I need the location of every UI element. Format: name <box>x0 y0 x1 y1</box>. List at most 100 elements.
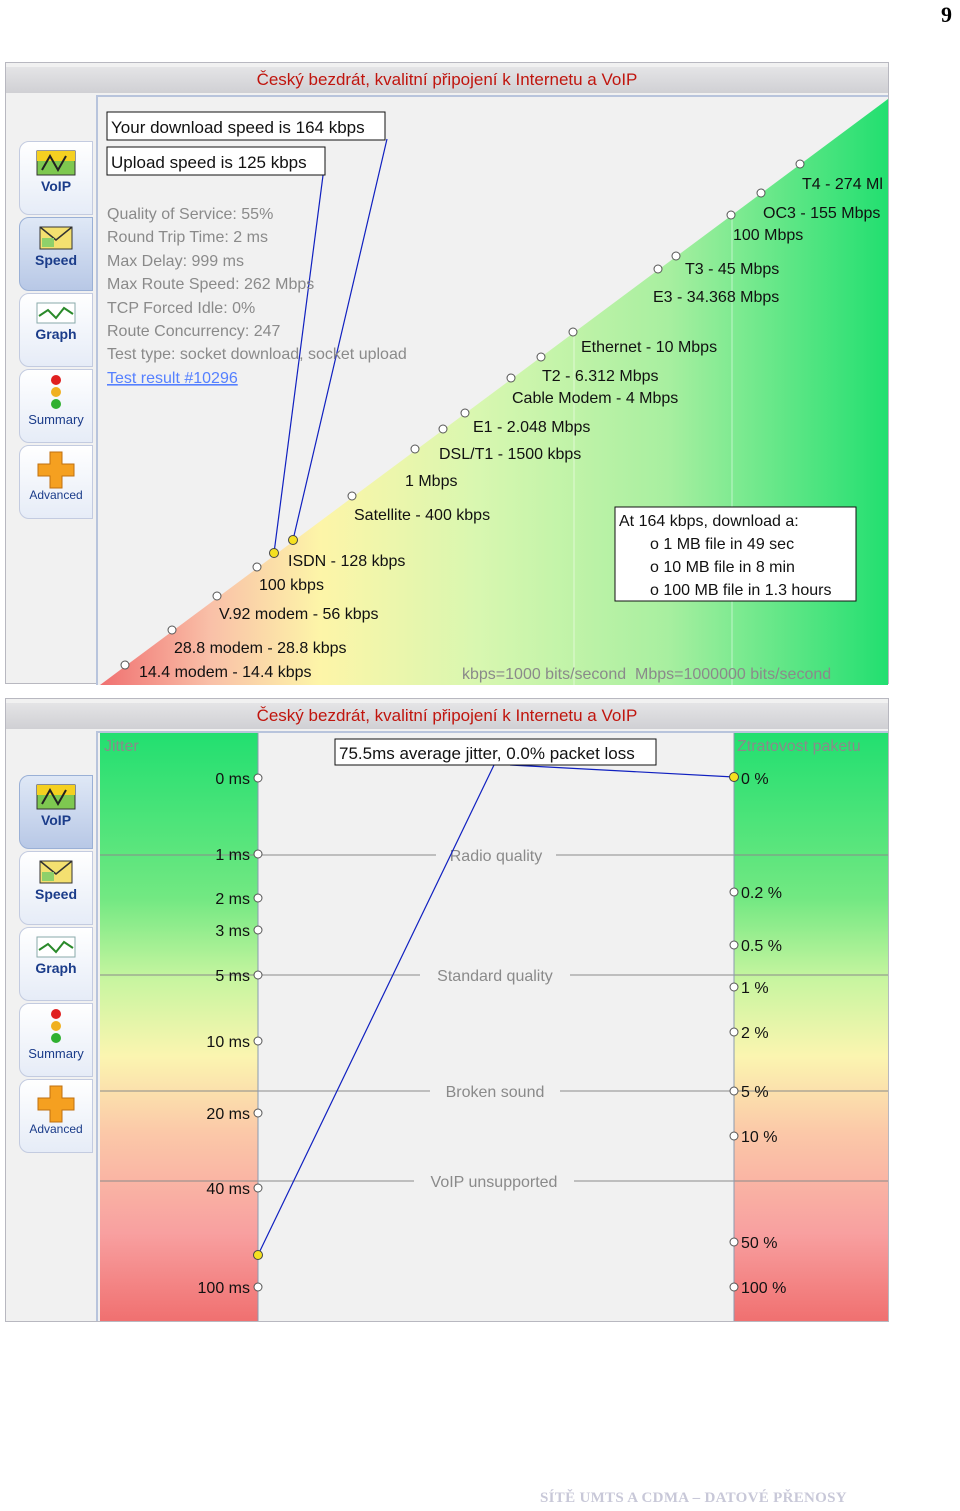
download-pointer-line <box>292 138 388 541</box>
upload-pointer-line <box>273 159 326 554</box>
marker-2m <box>460 408 470 418</box>
jitter-tick: 5 ms <box>215 968 250 985</box>
loss-marker <box>729 1027 739 1037</box>
speed-panel-title: Český bezdrát, kvalitní připojení k Inte… <box>6 67 888 93</box>
traffic-light-icon <box>51 375 61 409</box>
download-time-100mb: o 100 MB file in 1.3 hours <box>650 582 831 599</box>
voip-icon <box>36 784 76 810</box>
upload-speed-text: Upload speed is 125 kbps <box>111 153 307 172</box>
marker-1m <box>410 444 420 454</box>
jitter-marker <box>253 925 263 935</box>
download-times-title: At 164 kbps, download a: <box>619 513 799 530</box>
jitter-ticks: 0 ms 1 ms 2 ms 3 ms 5 ms 10 ms 20 ms 40 … <box>198 771 250 1297</box>
jitter-marker <box>253 849 263 859</box>
speed-label: Satellite - 400 kbps <box>354 507 490 524</box>
jitter-tick: 10 ms <box>206 1034 250 1051</box>
band-label-bg <box>420 965 570 985</box>
loss-tick-markers <box>729 887 739 1292</box>
speed-label: DSL/T1 - 1500 kbps <box>439 446 581 463</box>
speed-chart: T4 - 274 Ml OC3 - 155 Mbps 100 Mbps T3 -… <box>96 95 888 685</box>
speed-label: T4 - 274 Ml <box>802 176 883 193</box>
jitter-marker <box>253 893 263 903</box>
speed-label: Ethernet - 10 Mbps <box>581 339 717 356</box>
loss-tick: 50 % <box>741 1235 777 1252</box>
loss-tick: 0.2 % <box>741 885 782 902</box>
page-footer: SÍTĚ UMTS A CDMA – DATOVÉ PŘENOSY <box>540 1490 847 1506</box>
band-label-bg <box>414 1171 574 1191</box>
tab-summary[interactable]: Summary <box>19 1003 93 1077</box>
loss-marker <box>729 1086 739 1096</box>
speed-label: T3 - 45 Mbps <box>685 261 779 278</box>
loss-marker <box>729 982 739 992</box>
loss-tick: 1 % <box>741 980 769 997</box>
speed-label: Cable Modem - 4 Mbps <box>512 390 678 407</box>
voip-panel: Český bezdrát, kvalitní připojení k Inte… <box>5 698 889 1322</box>
speed-label: 100 Mbps <box>733 227 803 244</box>
tab-voip-label: VoIP <box>40 178 72 194</box>
stat-test-type: Test type: socket download, socket uploa… <box>107 346 407 363</box>
marker-1500k <box>438 424 448 434</box>
tab-graph[interactable]: Graph <box>19 293 93 367</box>
speed-labels: T4 - 274 Ml OC3 - 155 Mbps 100 Mbps T3 -… <box>139 176 883 681</box>
tab-advanced-label: Advanced <box>29 1122 83 1136</box>
tab-graph-label: Graph <box>35 326 77 342</box>
marker-34m <box>653 264 663 274</box>
jitter-marker <box>253 1183 263 1193</box>
band-label-bg <box>436 845 556 865</box>
tab-advanced-label: Advanced <box>29 488 83 502</box>
jitter-marker <box>253 970 263 980</box>
speed-label: E3 - 34.368 Mbps <box>653 289 779 306</box>
envelope-icon <box>39 226 73 250</box>
download-times-box <box>614 506 857 602</box>
graph-icon <box>36 936 76 958</box>
marker-14k <box>120 660 130 670</box>
loss-tick: 5 % <box>741 1084 769 1101</box>
tab-speed[interactable]: Speed <box>19 217 93 291</box>
jitter-scale-bar <box>100 733 258 1321</box>
jitter-tick: 0 ms <box>215 771 250 788</box>
band-radio-quality: Radio quality <box>450 848 543 865</box>
marker-45m <box>671 251 681 261</box>
jitter-tick: 40 ms <box>206 1181 250 1198</box>
loss-ticks: 0 % 0.2 % 0.5 % 1 % 2 % 5 % 10 % 50 % 10… <box>741 771 786 1297</box>
tab-speed-label: Speed <box>34 252 77 268</box>
stat-qos: Quality of Service: 55% <box>107 206 273 223</box>
loss-tick: 10 % <box>741 1129 777 1146</box>
voip-icon <box>36 150 76 176</box>
tab-summary[interactable]: Summary <box>19 369 93 443</box>
jitter-tick-markers <box>253 773 263 1292</box>
tab-advanced[interactable]: Advanced <box>19 1079 93 1153</box>
upload-speed-box <box>106 146 326 176</box>
marker-56k <box>212 591 222 601</box>
tab-advanced[interactable]: Advanced <box>19 445 93 519</box>
stat-tcp-idle: TCP Forced Idle: 0% <box>107 300 255 317</box>
jitter-point <box>253 1250 263 1260</box>
tab-summary-label: Summary <box>28 412 84 427</box>
loss-marker <box>729 1131 739 1141</box>
marker-400k <box>347 491 357 501</box>
traffic-light-icon <box>51 1009 61 1043</box>
loss-marker <box>729 940 739 950</box>
tab-summary-label: Summary <box>28 1046 84 1061</box>
jitter-tick: 1 ms <box>215 847 250 864</box>
jitter-tick: 100 ms <box>198 1280 250 1297</box>
tab-voip[interactable]: VoIP <box>19 141 93 215</box>
stat-max-delay: Max Delay: 999 ms <box>107 253 244 270</box>
marker-28k <box>167 625 177 635</box>
units-note: kbps=1000 bits/second Mbps=1000000 bits/… <box>462 666 831 683</box>
marker-155m <box>756 188 766 198</box>
speed-label: ISDN - 128 kbps <box>288 553 405 570</box>
speed-label: V.92 modem - 56 kbps <box>219 606 379 623</box>
stat-rtt: Round Trip Time: 2 ms <box>107 229 268 246</box>
loss-tick: 0 % <box>741 771 769 788</box>
jitter-tick: 3 ms <box>215 923 250 940</box>
tab-speed[interactable]: Speed <box>19 851 93 925</box>
test-result-link[interactable]: Test result #10296 <box>107 370 238 387</box>
jitter-marker <box>253 1108 263 1118</box>
envelope-icon <box>39 860 73 884</box>
marker-100m <box>726 210 736 220</box>
tab-voip[interactable]: VoIP <box>19 775 93 849</box>
band-label-bg <box>430 1081 560 1101</box>
plus-icon <box>37 1085 75 1123</box>
tab-graph[interactable]: Graph <box>19 927 93 1001</box>
